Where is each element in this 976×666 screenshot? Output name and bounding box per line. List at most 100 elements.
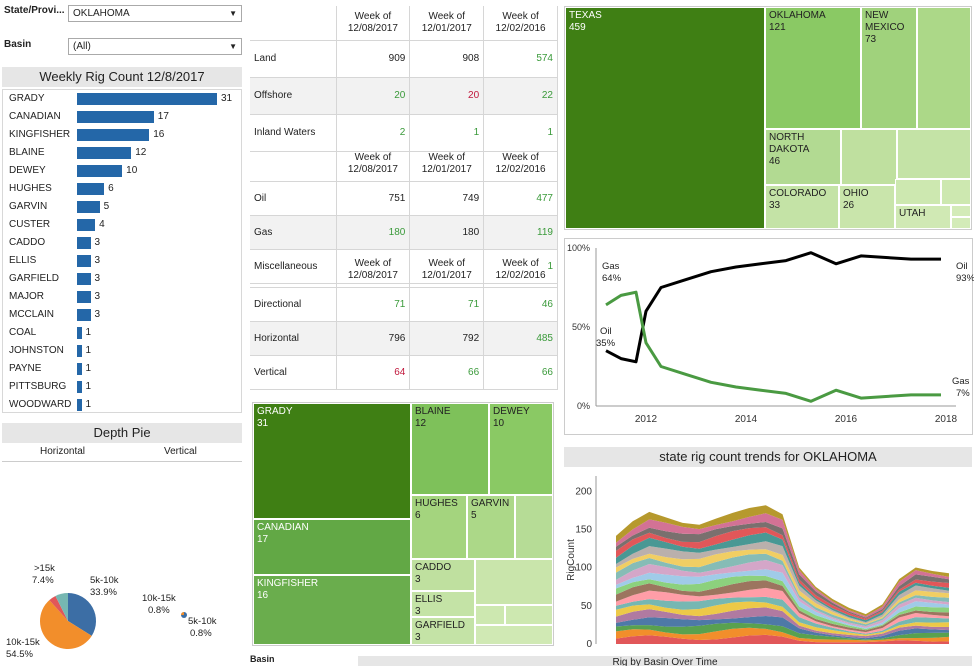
treemap-cell-garvin[interactable]: GARVIN 5 <box>467 495 515 559</box>
treemap-cell[interactable] <box>941 179 971 205</box>
bar[interactable] <box>77 327 82 339</box>
area-layer <box>616 541 949 624</box>
treemap-cell[interactable] <box>475 559 553 605</box>
treemap-cell-colorado[interactable]: COLORADO 33 <box>765 185 839 229</box>
area-layer <box>616 622 949 641</box>
row-label: Horizontal <box>250 320 337 356</box>
treemap-cell-grady[interactable]: GRADY 31 <box>253 403 411 519</box>
treemap-cell[interactable] <box>475 625 553 645</box>
bar-value: 3 <box>94 309 101 320</box>
treemap-cell[interactable] <box>895 179 941 205</box>
bar[interactable] <box>77 399 82 411</box>
cell-value: 908 <box>409 39 485 78</box>
bar-value: 1 <box>85 399 92 410</box>
table-row: Gas 180 180 119 <box>250 214 558 250</box>
bar[interactable] <box>77 147 132 159</box>
bar[interactable] <box>77 111 154 123</box>
treemap-cell-ellis[interactable]: ELLIS 3 <box>411 591 475 617</box>
treemap-cell[interactable] <box>515 495 553 559</box>
series-label: Gas <box>602 261 620 272</box>
cell-value: 20 <box>335 76 411 115</box>
bar-row-caddo[interactable]: CADDO 3 <box>3 234 243 252</box>
state-filter-label: State/Provi... <box>4 5 65 16</box>
treemap-cell-canadian[interactable]: CANADIAN 17 <box>253 519 411 575</box>
bar[interactable] <box>77 273 91 285</box>
series-label: 64% <box>602 273 622 284</box>
table-row: Land 909 908 574 <box>250 39 558 78</box>
bar-row-custer[interactable]: CUSTER 4 <box>3 216 243 234</box>
treemap-cell[interactable] <box>917 7 971 129</box>
treemap-cell[interactable] <box>841 129 897 185</box>
bar-row-woodward[interactable]: WOODWARD 1 <box>3 396 243 414</box>
bar[interactable] <box>77 129 150 141</box>
bar-label: GRADY <box>9 93 45 104</box>
bar[interactable] <box>77 381 82 393</box>
treemap-cell-dewey[interactable]: DEWEY 10 <box>489 403 553 495</box>
treemap-cell-blaine[interactable]: BLAINE 12 <box>411 403 489 495</box>
treemap-cell-oklahoma[interactable]: OKLAHOMA 121 <box>765 7 861 129</box>
treemap-cell[interactable] <box>951 217 971 229</box>
bar-row-kingfisher[interactable]: KINGFISHER 16 <box>3 126 243 144</box>
treemap-cell[interactable] <box>475 605 505 625</box>
basin-select[interactable]: (All) ▼ <box>68 38 242 55</box>
bar[interactable] <box>77 201 100 213</box>
bar-label: JOHNSTON <box>9 345 64 356</box>
treemap-cell[interactable] <box>505 605 553 625</box>
bar-label: ELLIS <box>9 255 37 266</box>
series-line-oil <box>605 251 941 364</box>
row-label: Directional <box>250 286 337 322</box>
treemap-cell-garfield[interactable]: GARFIELD 3 <box>411 617 475 645</box>
treemap-cell-new-mexico[interactable]: NEW MEXICO 73 <box>861 7 917 129</box>
y-tick-label: 50 <box>581 601 593 612</box>
bar-row-payne[interactable]: PAYNE 1 <box>3 360 243 378</box>
bar-value: 3 <box>94 237 101 248</box>
bar[interactable] <box>77 291 91 303</box>
bar[interactable] <box>77 93 217 105</box>
bar-row-pittsburg[interactable]: PITTSBURG 1 <box>3 378 243 396</box>
treemap-cell-hughes[interactable]: HUGHES 6 <box>411 495 467 559</box>
bar-row-mcclain[interactable]: MCCLAIN 3 <box>3 306 243 324</box>
bar-row-garvin[interactable]: GARVIN 5 <box>3 198 243 216</box>
bar[interactable] <box>77 219 96 231</box>
pie-slice <box>55 593 68 621</box>
pie-label: 5k-10k <box>90 575 119 586</box>
treemap-cell-caddo[interactable]: CADDO 3 <box>411 559 475 591</box>
bar-row-grady[interactable]: GRADY 31 <box>3 90 243 108</box>
bar[interactable] <box>77 237 91 249</box>
cell-value: 180 <box>335 214 411 250</box>
bar[interactable] <box>77 255 91 267</box>
treemap-cell-texas[interactable]: TEXAS 459 <box>565 7 765 229</box>
bottom-basin-label: Basin <box>250 654 275 664</box>
bar-row-blaine[interactable]: BLAINE 12 <box>3 144 243 162</box>
bar-label: PITTSBURG <box>9 381 67 392</box>
cell-value: 20 <box>409 76 485 115</box>
treemap-cell[interactable] <box>897 129 971 179</box>
treemap-cell-ohio[interactable]: OHIO 26 <box>839 185 895 229</box>
cell-value: 574 <box>483 39 558 78</box>
bar[interactable] <box>77 363 82 375</box>
bar-value: 17 <box>157 111 169 122</box>
bar-row-major[interactable]: MAJOR 3 <box>3 288 243 306</box>
depth-col-horizontal: Horizontal <box>40 446 86 457</box>
treemap-cell[interactable] <box>951 205 971 217</box>
bar[interactable] <box>77 309 91 321</box>
cell-value: 485 <box>483 320 558 356</box>
treemap-cell-kingfisher[interactable]: KINGFISHER 16 <box>253 575 411 645</box>
bar-row-johnston[interactable]: JOHNSTON 1 <box>3 342 243 360</box>
bar[interactable] <box>77 165 123 177</box>
bar-row-dewey[interactable]: DEWEY 10 <box>3 162 243 180</box>
bar[interactable] <box>77 183 105 195</box>
state-select[interactable]: OKLAHOMA ▼ <box>68 5 242 22</box>
area-layer <box>616 569 949 629</box>
bar[interactable] <box>77 345 82 357</box>
treemap-cell-north-dakota[interactable]: NORTH DAKOTA 46 <box>765 129 841 185</box>
treemap-cell-utah[interactable]: UTAH <box>895 205 951 229</box>
bar-row-garfield[interactable]: GARFIELD 3 <box>3 270 243 288</box>
bar-row-canadian[interactable]: CANADIAN 17 <box>3 108 243 126</box>
bar-row-hughes[interactable]: HUGHES 6 <box>3 180 243 198</box>
bar-row-ellis[interactable]: ELLIS 3 <box>3 252 243 270</box>
bar-row-coal[interactable]: COAL 1 <box>3 324 243 342</box>
bar-value: 3 <box>94 255 101 266</box>
row-label: Inland Waters <box>250 113 337 152</box>
cell-value: 477 <box>483 180 558 216</box>
